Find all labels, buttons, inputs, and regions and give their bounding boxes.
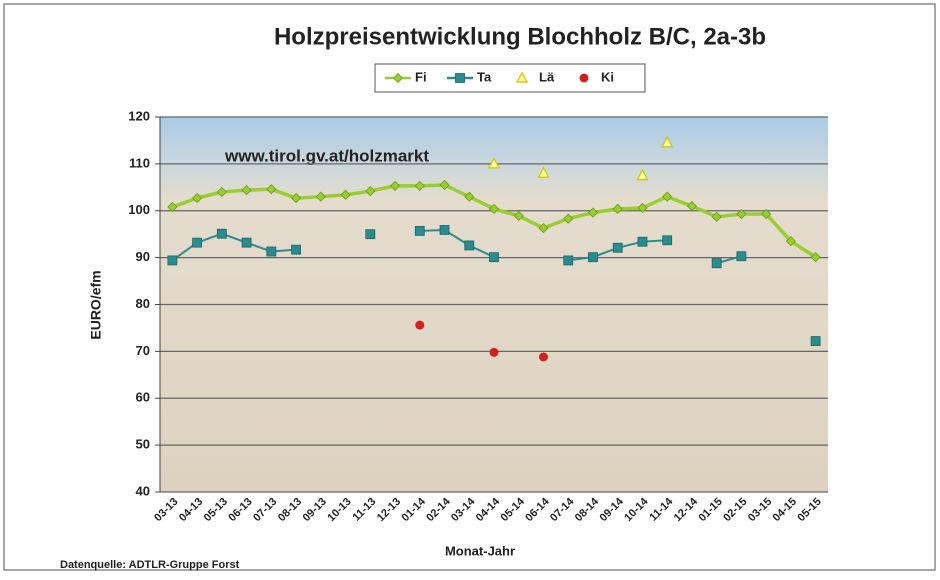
source: Datenquelle: ADTLR-Gruppe Forst bbox=[60, 559, 240, 571]
data-point bbox=[588, 253, 597, 262]
data-point bbox=[415, 226, 424, 235]
y-tick-label: 80 bbox=[136, 296, 150, 311]
y-tick-label: 100 bbox=[128, 202, 150, 217]
data-point bbox=[564, 256, 573, 265]
data-point bbox=[440, 225, 449, 234]
y-axis-label: EURO/efm bbox=[88, 270, 104, 339]
legend-label: Fi bbox=[415, 69, 427, 84]
data-point bbox=[292, 245, 301, 254]
data-point bbox=[811, 337, 820, 346]
data-point bbox=[613, 243, 622, 252]
y-tick-label: 40 bbox=[136, 483, 150, 498]
data-point bbox=[465, 241, 474, 250]
y-tick-label: 70 bbox=[136, 343, 150, 358]
data-point bbox=[193, 238, 202, 247]
legend-label: Lä bbox=[539, 69, 555, 84]
y-tick-label: 50 bbox=[136, 437, 150, 452]
legend-marker bbox=[580, 74, 589, 83]
data-point bbox=[712, 259, 721, 268]
data-point bbox=[638, 237, 647, 246]
legend-marker bbox=[456, 74, 465, 83]
data-point bbox=[415, 321, 424, 330]
data-point bbox=[366, 230, 375, 239]
y-tick-label: 90 bbox=[136, 249, 150, 264]
data-point bbox=[490, 348, 499, 357]
x-axis-label: Monat-Jahr bbox=[445, 543, 515, 558]
legend-label: Ta bbox=[477, 69, 492, 84]
data-point bbox=[242, 238, 251, 247]
annotation: www.tirol.gv.at/holzmarkt bbox=[224, 146, 429, 165]
data-point bbox=[168, 256, 177, 265]
data-point bbox=[217, 229, 226, 238]
data-point bbox=[490, 253, 499, 262]
y-tick-label: 110 bbox=[129, 155, 150, 170]
y-tick-label: 60 bbox=[136, 390, 150, 405]
chart: Holzpreisentwicklung Blochholz B/C, 2a-3… bbox=[0, 0, 940, 575]
chart-title: Holzpreisentwicklung Blochholz B/C, 2a-3… bbox=[274, 23, 766, 50]
y-tick-label: 120 bbox=[128, 108, 150, 123]
data-point bbox=[267, 247, 276, 256]
data-point bbox=[737, 252, 746, 261]
data-point bbox=[539, 353, 548, 362]
legend-label: Ki bbox=[601, 69, 614, 84]
data-point bbox=[663, 236, 672, 245]
